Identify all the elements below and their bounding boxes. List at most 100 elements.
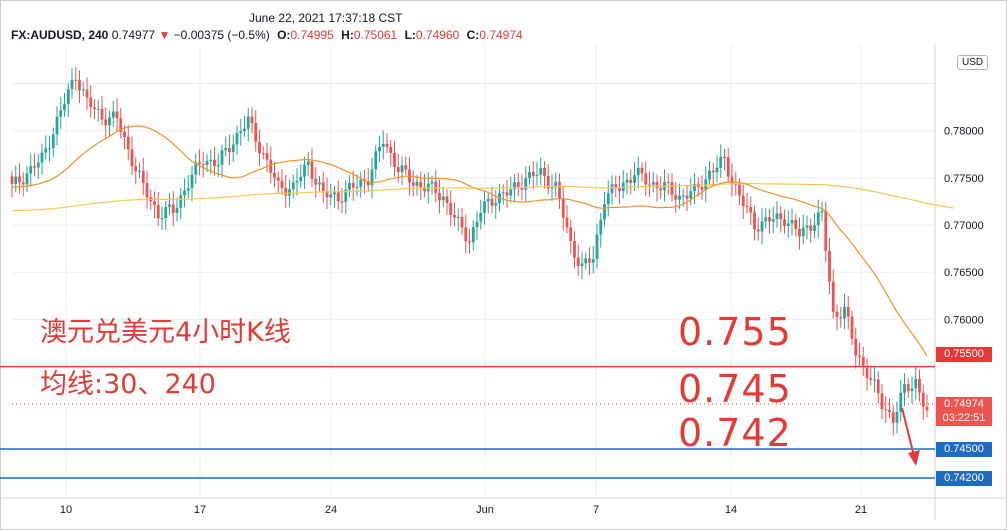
candle <box>130 136 134 176</box>
candle <box>546 164 550 195</box>
candle-body <box>659 188 663 191</box>
candle-body <box>419 181 423 188</box>
candle <box>434 170 438 203</box>
candle <box>456 208 460 231</box>
candle-body <box>618 188 621 191</box>
level-label-0742: 0.742 <box>678 411 792 455</box>
candle-body <box>126 136 130 150</box>
candle <box>561 186 565 231</box>
candle <box>741 184 745 220</box>
candle <box>243 115 246 137</box>
candle <box>483 190 486 225</box>
candle <box>246 108 250 142</box>
candle-body <box>524 178 528 190</box>
candle-body <box>63 104 66 111</box>
candle <box>554 172 558 198</box>
candle <box>888 398 891 419</box>
currency-badge[interactable]: USD <box>957 55 989 70</box>
candle <box>756 217 760 241</box>
candle-body <box>36 162 40 168</box>
candle-body <box>385 143 389 147</box>
candle <box>715 155 719 183</box>
candle-body <box>741 195 745 206</box>
support-742-price-tag: 0.74200 <box>936 471 992 486</box>
candle-body <box>813 225 816 231</box>
candle-body <box>348 182 351 190</box>
candle <box>280 169 284 195</box>
symbol-label[interactable]: FX:AUDUSD, 240 <box>11 28 109 42</box>
x-tick-label: 14 <box>725 504 737 516</box>
candle-body <box>858 355 861 357</box>
candle <box>126 125 130 161</box>
candle <box>809 218 813 243</box>
candle-body <box>138 170 141 172</box>
candle <box>783 209 786 234</box>
candle <box>494 189 498 219</box>
candle <box>509 176 513 203</box>
candle <box>584 252 588 270</box>
candle <box>479 199 483 230</box>
candle <box>903 373 906 406</box>
candle-body <box>235 132 239 145</box>
candle <box>580 251 584 280</box>
down-arrow-icon <box>901 407 920 466</box>
candle-body <box>93 107 96 110</box>
level-label-0745: 0.745 <box>678 367 792 411</box>
candle-body <box>134 166 138 172</box>
candle <box>138 162 141 179</box>
candle-body <box>614 184 618 189</box>
candle-body <box>861 356 865 366</box>
candle-body <box>888 410 891 413</box>
y-tick-label: 0.77000 <box>944 220 984 232</box>
candle <box>190 165 194 202</box>
candle-body <box>903 384 906 393</box>
candle-body <box>558 181 561 199</box>
candle <box>820 201 824 222</box>
candle <box>201 151 205 178</box>
candle <box>550 174 554 202</box>
candle-body <box>224 147 228 151</box>
candle <box>453 202 456 227</box>
candle <box>366 168 370 193</box>
candle-body <box>779 213 783 220</box>
candle <box>44 135 48 160</box>
candle <box>606 180 610 217</box>
candle <box>659 175 663 199</box>
candle-body <box>96 108 100 110</box>
candle-body <box>921 392 925 407</box>
candle-body <box>306 161 310 165</box>
candle-body <box>674 194 678 200</box>
candle-body <box>119 118 123 132</box>
candle <box>359 171 363 198</box>
candle-body <box>471 227 475 243</box>
candle-body <box>846 306 850 317</box>
candle-body <box>310 161 314 179</box>
candle <box>374 145 378 179</box>
candle <box>558 173 561 209</box>
candle-body <box>891 412 895 423</box>
candle <box>794 214 798 237</box>
candle-body <box>573 240 576 258</box>
candle <box>899 379 903 422</box>
candle-body <box>865 365 869 378</box>
candle <box>291 174 295 199</box>
candle-body <box>258 141 261 154</box>
candle-body <box>565 217 569 228</box>
candle <box>726 147 730 183</box>
candle <box>78 70 81 103</box>
candle-body <box>546 175 550 189</box>
candle <box>475 211 479 241</box>
candle-body <box>468 241 471 243</box>
candle <box>648 171 651 197</box>
candle <box>314 167 318 198</box>
ohlc-header: FX:AUDUSD, 240 0.74977 ▼ −0.00375 (−0.5%… <box>11 28 523 42</box>
candle-body <box>441 196 445 201</box>
candle <box>168 193 171 216</box>
candle-body <box>246 116 250 129</box>
candle-body <box>591 259 595 263</box>
candle <box>134 156 138 185</box>
candle <box>18 163 21 194</box>
candle <box>636 156 640 189</box>
candle <box>471 220 475 251</box>
